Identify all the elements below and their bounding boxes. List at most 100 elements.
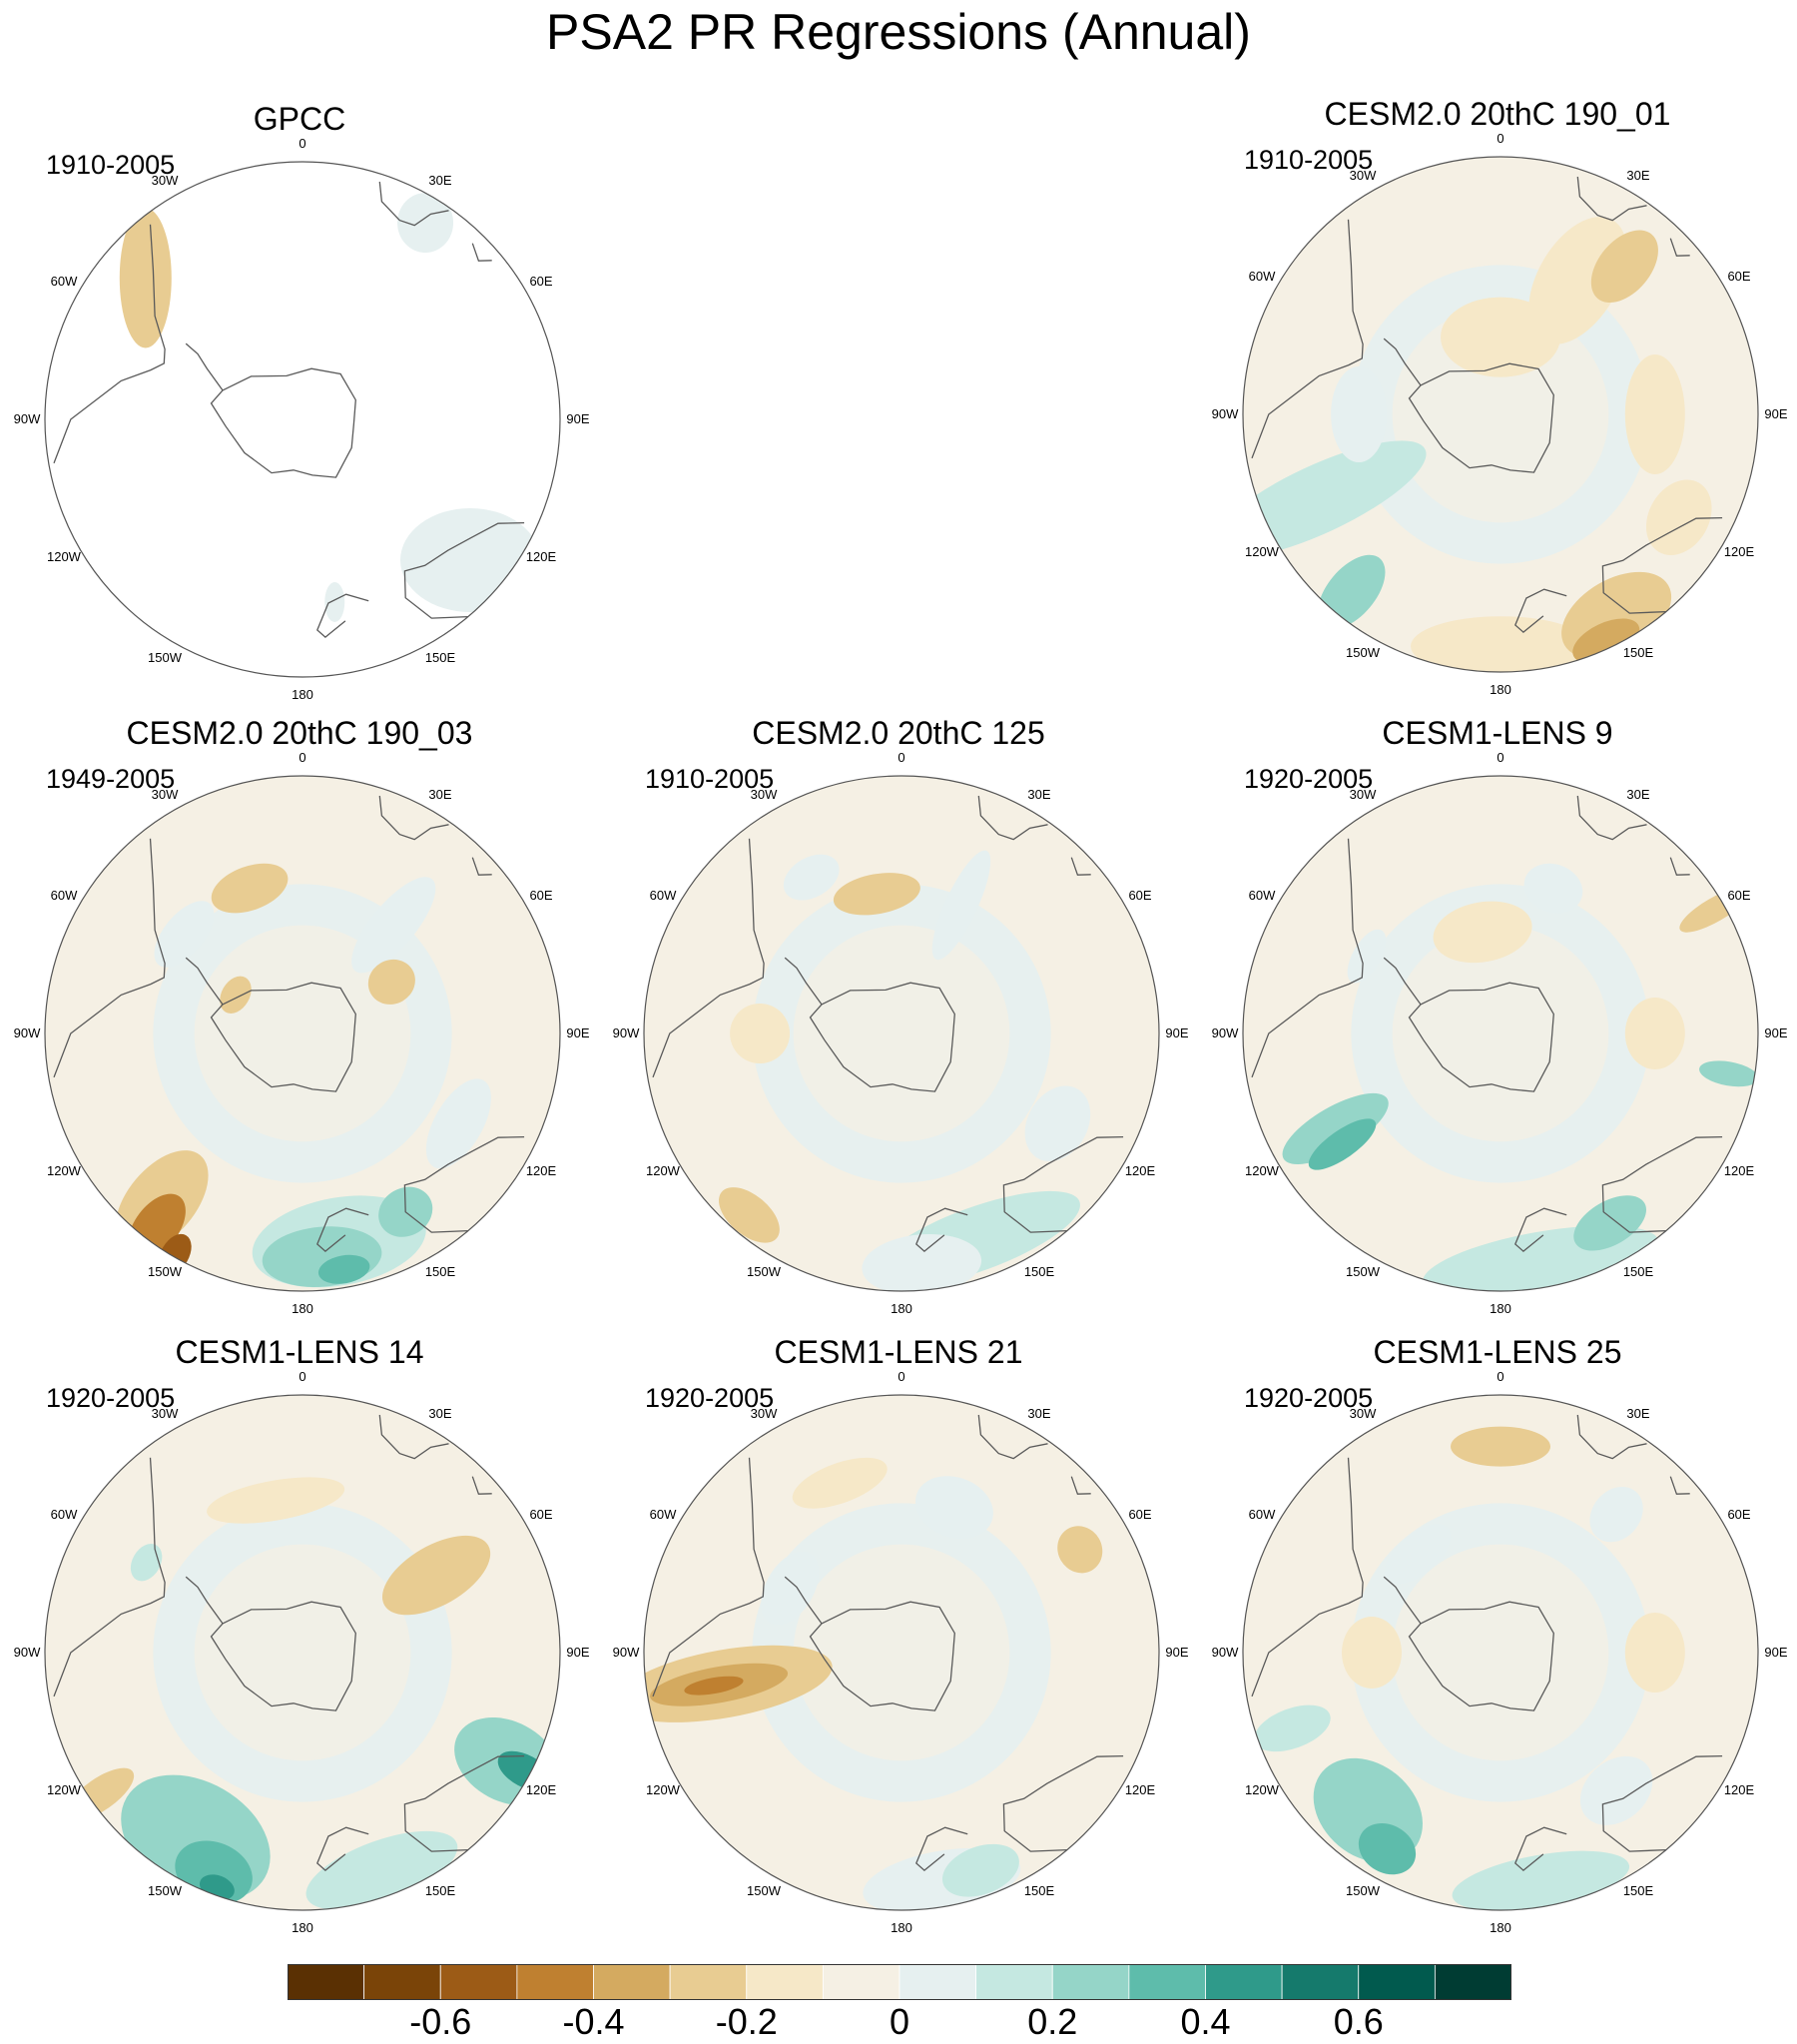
map-panel-lens-25: CESM1-LENS 25 1920-2005 0 30E 60E 90E 120E 15… [1212,1333,1788,1952]
map-boundary [44,775,561,1292]
longitude-label: 150W [1346,1264,1381,1279]
precip-anomaly-patch [1590,230,1658,304]
longitude-label: 30E [1626,1406,1649,1421]
map-panel-cesm2-190-01: CESM2.0 20thC 190_01 1910-2005 0 30E 60E 90… [1212,95,1788,714]
coastline [784,1576,823,1625]
longitude-label: 180 [891,1301,912,1316]
precip-anomaly-patch [1589,1486,1643,1543]
panel-title: CESM1-LENS 25 [1373,1334,1622,1370]
precip-anomaly-patch [792,1457,888,1509]
coastline [1383,338,1422,386]
panel-period: 1910-2005 [645,764,775,794]
coastline [53,838,166,1078]
longitude-label: 60W [1249,888,1276,903]
longitude-label: 150W [148,1264,183,1279]
precip-anomaly-patch [324,581,345,622]
coastline [809,1601,955,1711]
colorbar-swatch [1205,1964,1283,2000]
longitude-label: 120E [1125,1163,1156,1178]
colorbar-swatch [1358,1964,1436,2000]
longitude-label: 90E [1764,1645,1787,1660]
coastline [1601,1754,1723,1852]
coastline [1576,795,1647,841]
polar-map: 0 30E 60E 90E 120E 150E 180 150W 120W 90W 60W 30W [14,750,590,1316]
precip-anomaly-patch [833,873,920,916]
colorbar-swatch [363,1964,441,2000]
colorbar-frame [288,1964,1511,2000]
panel-period: 1910-2005 [1244,145,1374,175]
panel-title: CESM2.0 20thC 190_01 [1324,96,1671,132]
longitude-label: 150E [425,1264,456,1279]
precip-anomaly-patch [1528,217,1627,344]
map-panel-lens-14: CESM1-LENS 14 1920-2005 0 30E 60E 90E 120E 15… [14,1333,590,1952]
precip-anomaly-patch [719,1187,780,1243]
colorbar-tick-label: -0.2 [715,2001,778,2042]
longitude-label: 120E [1125,1782,1156,1797]
longitude-label: 30E [428,787,451,802]
longitude-label: 180 [1490,1920,1511,1935]
longitude-label: 90E [566,411,589,426]
coastline [403,1754,525,1852]
coastline [471,243,492,262]
colorbar-swatch [288,1964,365,2000]
longitude-label: 60W [650,1507,677,1522]
precip-anomaly-patch [425,1078,491,1169]
polar-map: 0 30E 60E 90E 120E 150E 180 150W 120W 90W 60W 30W [1212,750,1788,1316]
longitude-label: 180 [1490,682,1511,697]
longitude-label: 150W [1346,1883,1381,1898]
precip-anomaly-patch [207,1477,345,1524]
longitude-label: 60W [51,1507,78,1522]
longitude-label: 150E [1623,645,1654,660]
precip-anomaly-band [194,925,411,1142]
longitude-label: 120W [47,549,82,564]
precip-anomaly-patch [761,1551,820,1626]
colorbar-swatch [439,1964,518,2000]
colorbar-swatch [898,1964,977,2000]
precip-anomaly-patch [1624,1613,1685,1693]
panel-period: 1949-2005 [46,764,176,794]
longitude-label: 90E [566,1645,589,1660]
coastline [1514,588,1567,633]
longitude-label: 0 [299,1369,305,1384]
longitude-label: 120W [646,1163,681,1178]
longitude-label: 60E [1727,888,1750,903]
coastline [1383,1576,1422,1625]
longitude-label: 90E [1764,406,1787,421]
longitude-label: 180 [292,687,313,702]
colorbar-tick-label: -0.6 [409,2001,472,2042]
coastline [185,1576,224,1625]
longitude-label: 90W [14,411,41,426]
longitude-label: 150W [747,1883,782,1898]
coastline [378,795,449,841]
panel-period: 1920-2005 [46,1383,176,1413]
colorbar-swatch [1434,1964,1511,2000]
precip-anomaly-band [1392,925,1609,1142]
longitude-label: 30W [1350,1406,1377,1421]
coastline [403,1135,525,1233]
coastline [915,1826,968,1871]
longitude-label: 30E [428,173,451,188]
coastline [915,1207,968,1252]
precip-anomaly-patch [1441,297,1560,377]
longitude-label: 120W [47,1163,82,1178]
map-panel-lens-9: CESM1-LENS 9 1920-2005 0 30E 60E 90E 120E 150… [1212,714,1788,1333]
precip-anomaly-patch [941,1843,1019,1897]
coastline [471,1476,492,1495]
precip-anomaly-patch [381,1535,491,1616]
colorbar-swatch [975,1964,1053,2000]
coastline [1576,176,1647,222]
longitude-label: 90W [613,1025,640,1040]
map-panel-gpcc: GPCC 1910-2005 0 30E 60E 90E 120E 150E 180 150W… [14,100,590,719]
colorbar [288,1964,1511,2000]
longitude-label: 30W [152,1406,179,1421]
longitude-label: 0 [1497,131,1503,146]
longitude-label: 30W [1350,168,1377,183]
coastline [185,342,224,391]
colorbar-tick-label: 0.2 [1027,2001,1078,2042]
precip-anomaly-patch [862,1233,982,1291]
precip-anomaly-patch [1573,1195,1646,1251]
precip-anomaly-patch [130,1544,163,1582]
precip-anomaly-patch [1358,1822,1417,1875]
longitude-label: 150E [1623,1264,1654,1279]
longitude-label: 180 [1490,1301,1511,1316]
